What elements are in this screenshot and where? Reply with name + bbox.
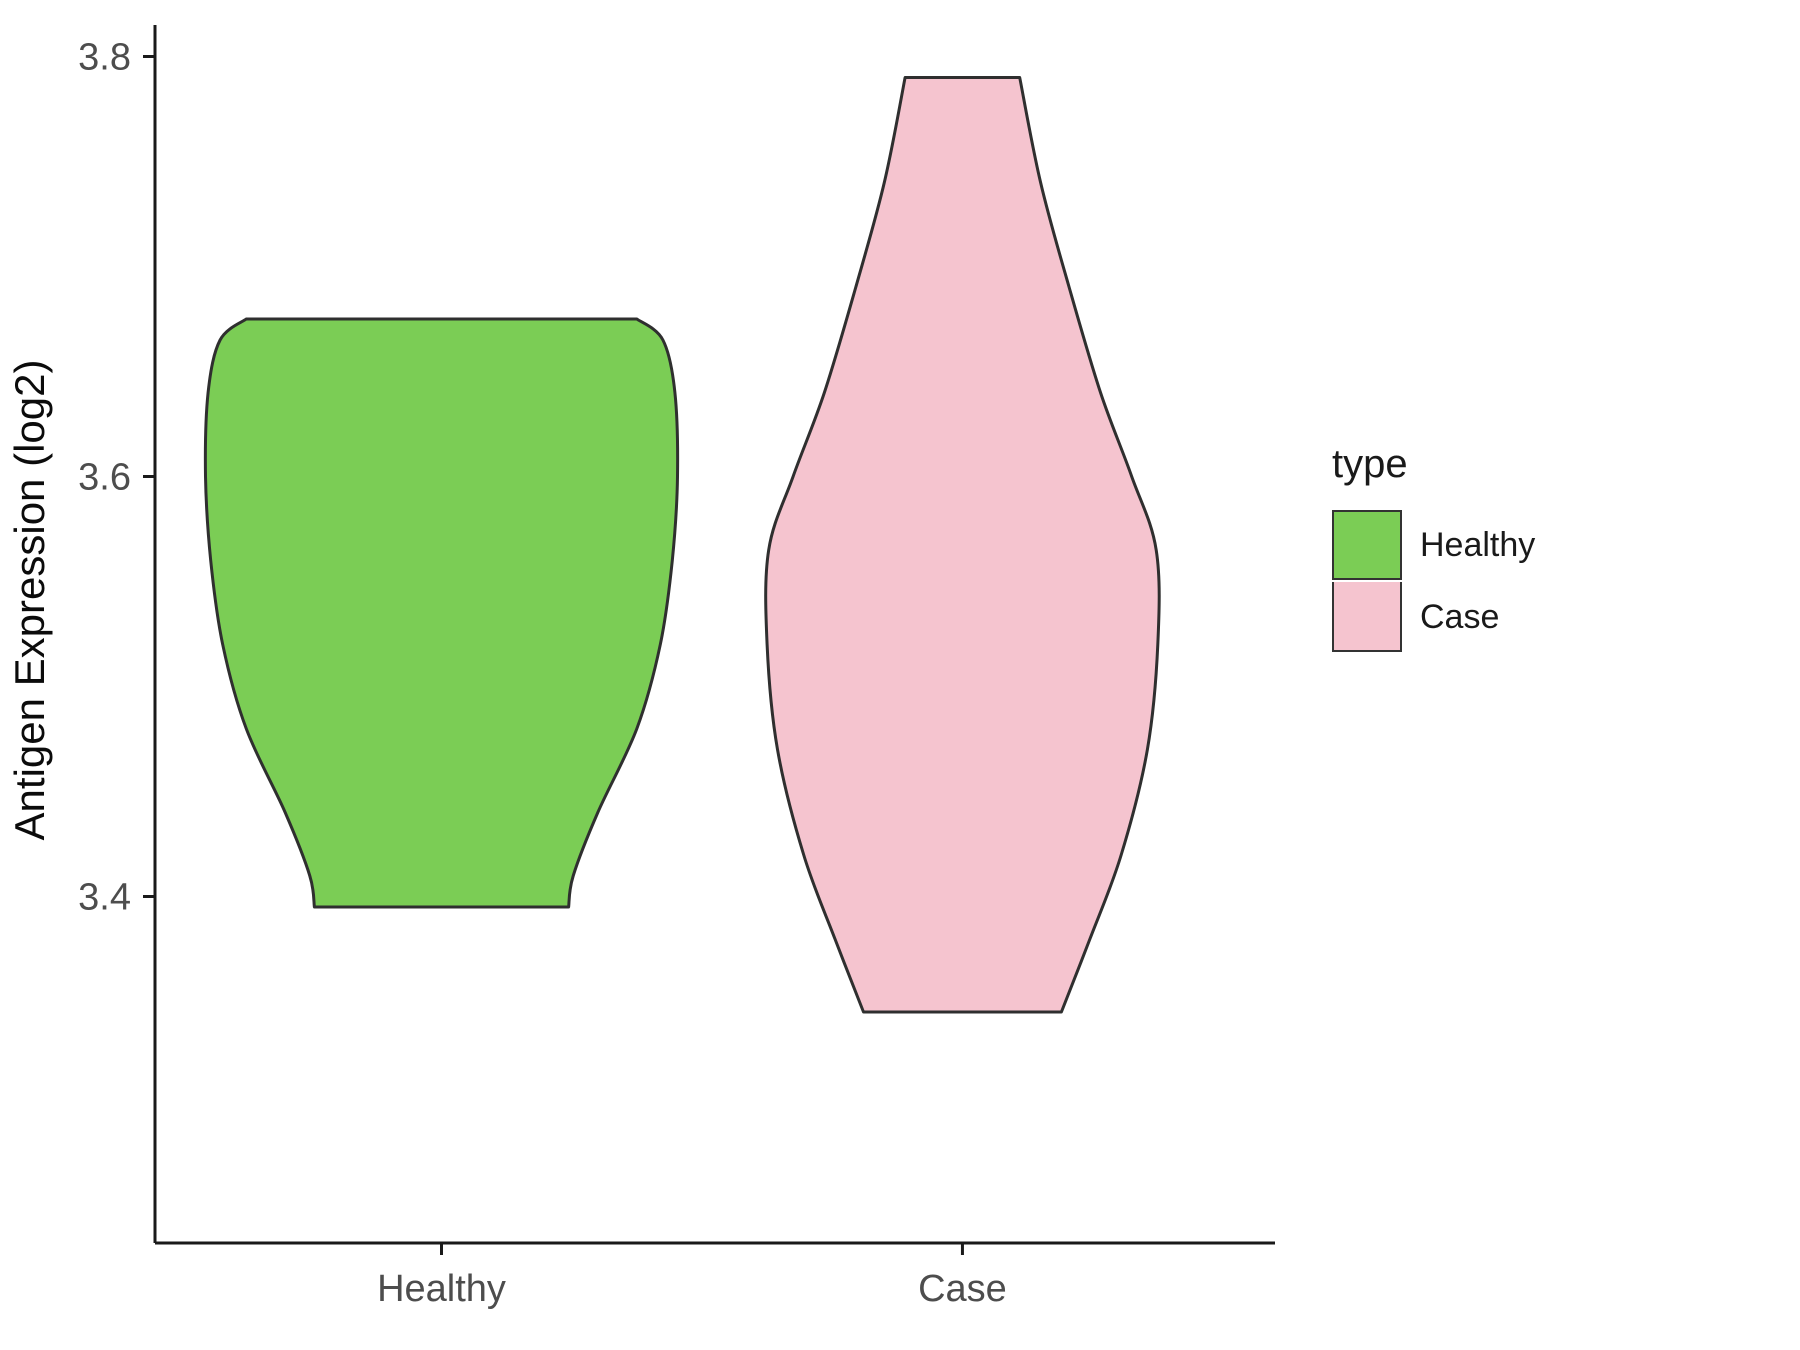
legend-item-case: Case (1332, 581, 1535, 653)
legend-swatch-case (1332, 582, 1402, 652)
y-tick-label: 3.4 (78, 877, 131, 919)
x-tick-label: Case (918, 1268, 1007, 1310)
y-tick-label: 3.8 (78, 37, 131, 79)
y-axis-title: Antigen Expression (log2) (6, 360, 53, 841)
y-tick-label: 3.6 (78, 457, 131, 499)
violin-case (764, 76, 1161, 1014)
legend-swatch-healthy (1332, 510, 1402, 580)
x-tick-label: Healthy (377, 1268, 506, 1310)
legend-label-healthy: Healthy (1420, 525, 1536, 564)
legend: type Healthy Case (1332, 442, 1535, 653)
violin-healthy (203, 317, 680, 909)
legend-item-healthy: Healthy (1332, 509, 1535, 581)
legend-label-case: Case (1420, 597, 1500, 636)
legend-title: type (1332, 442, 1408, 486)
